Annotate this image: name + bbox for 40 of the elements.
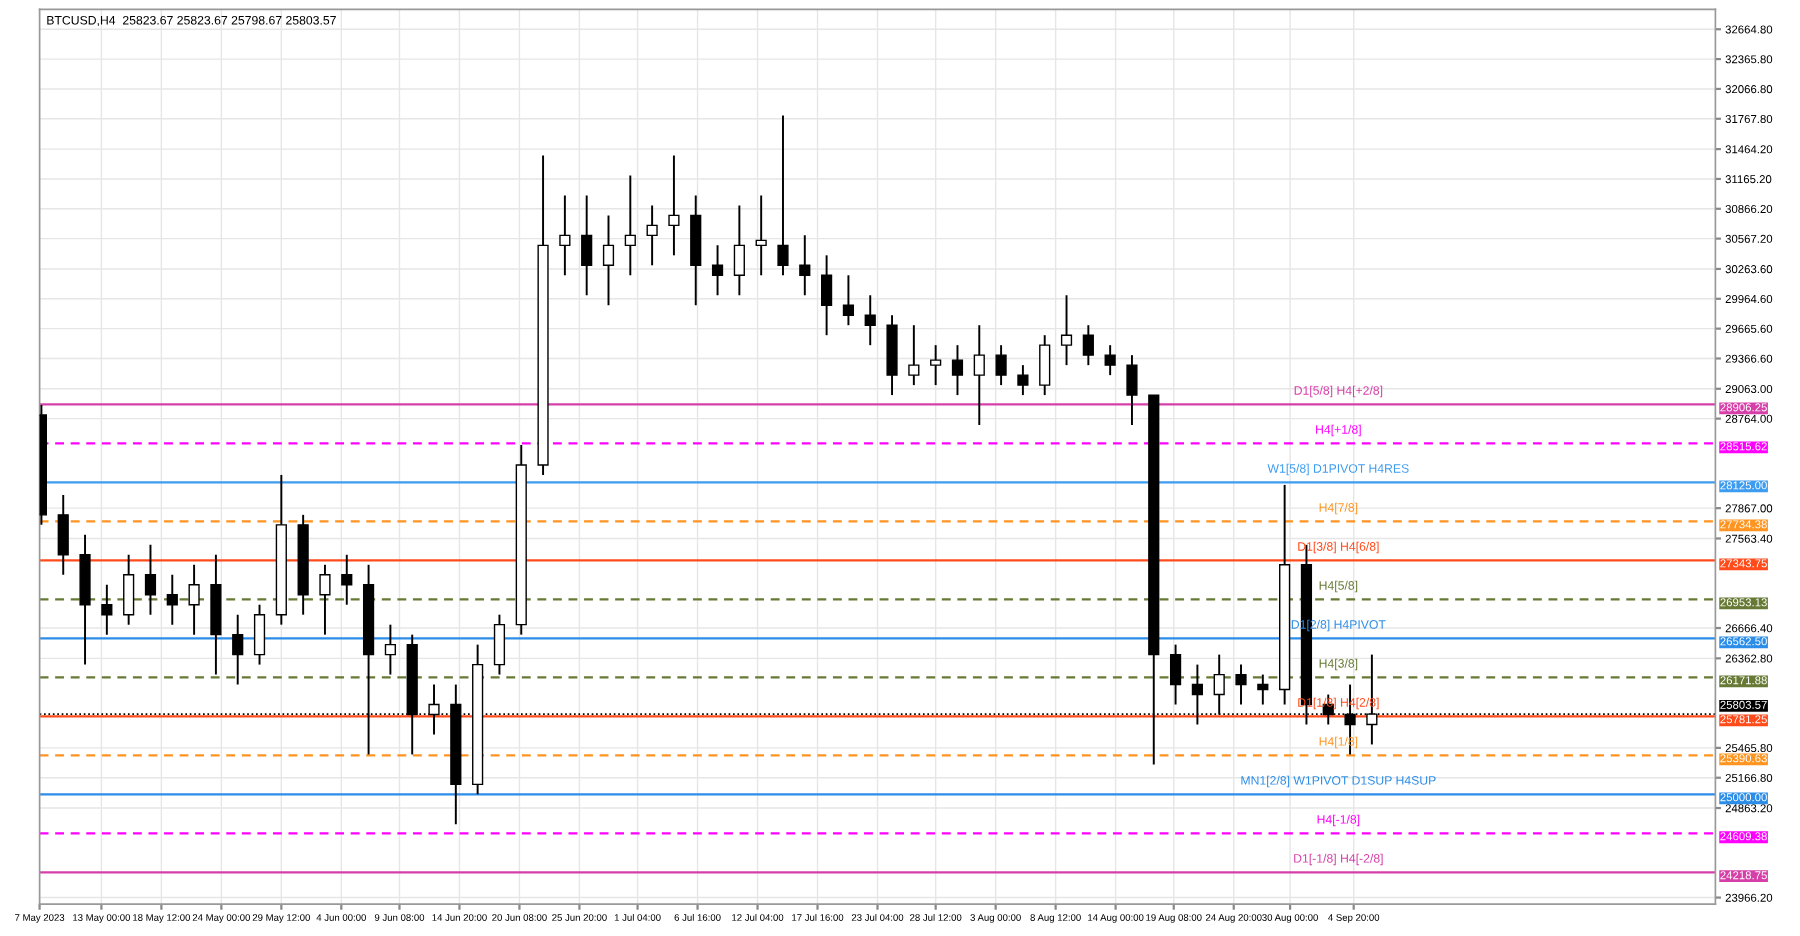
candlestick [973,324,985,426]
candlestick [908,324,920,387]
candlestick [341,553,353,606]
candlestick [842,274,855,327]
candlestick [123,553,135,626]
candlestick [57,493,69,576]
candlestick [101,583,113,636]
candlestick [799,234,811,297]
candlestick [1169,643,1182,706]
candlestick [777,114,789,277]
candlestick [493,613,506,676]
candlestick [668,154,680,257]
candlestick [1039,334,1051,397]
candlestick [384,623,396,676]
candlestick [253,603,266,666]
candlestick [864,294,876,347]
candlestick [1060,294,1073,367]
candlestick [602,214,615,307]
candlestick [1126,354,1138,426]
candlestick [733,204,745,297]
candlestick [188,563,200,636]
candlestick [319,563,331,636]
candlestick [755,194,767,277]
candlestick [646,204,658,267]
candlestick [711,244,724,297]
candlestick [821,254,833,337]
candlestick [1017,364,1029,397]
candlestick [951,344,964,397]
candlestick [232,613,244,686]
candlestick [559,194,571,277]
candlestick [1257,673,1269,706]
candlestick [1235,663,1247,706]
candlestick [624,174,636,277]
candlestick [166,573,178,626]
candlestick [995,344,1007,387]
candlestick [1082,324,1094,367]
candlestick [144,543,157,616]
candlestick [581,194,593,297]
candlestick [1104,344,1116,377]
candlestick [930,344,942,387]
